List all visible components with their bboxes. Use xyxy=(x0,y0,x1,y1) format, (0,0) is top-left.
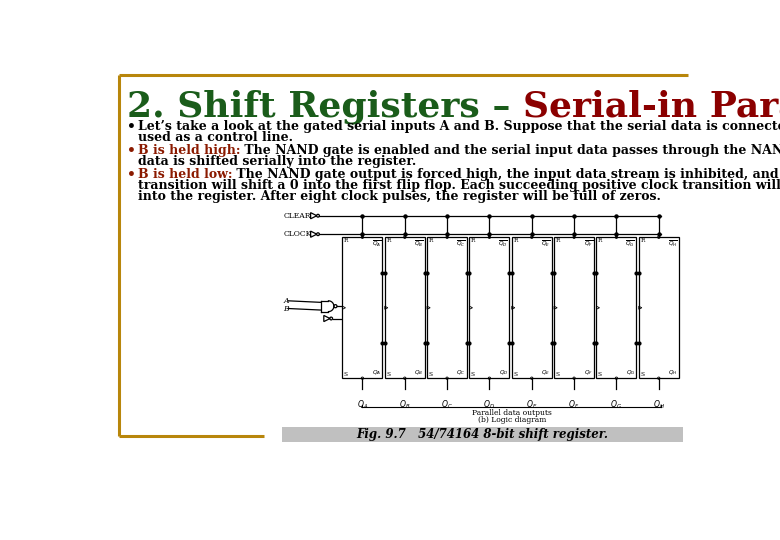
Text: B: B xyxy=(283,305,289,313)
Text: $Q_{C}$: $Q_{C}$ xyxy=(441,398,453,411)
Text: S: S xyxy=(344,372,348,377)
Text: •: • xyxy=(127,144,136,158)
Text: R: R xyxy=(555,239,560,244)
Text: R: R xyxy=(598,239,602,244)
Text: $Q_{D}$: $Q_{D}$ xyxy=(484,398,495,411)
Text: R: R xyxy=(344,239,349,244)
Text: B is held high:: B is held high: xyxy=(138,144,240,157)
Bar xyxy=(342,237,382,378)
Text: $Q_{G}$: $Q_{G}$ xyxy=(626,368,635,377)
Bar xyxy=(427,237,467,378)
Text: (b) Logic diagram: (b) Logic diagram xyxy=(477,416,546,424)
Text: •: • xyxy=(127,120,136,134)
Text: $Q_{B}$: $Q_{B}$ xyxy=(399,398,410,411)
Text: S: S xyxy=(471,372,475,377)
Text: A: A xyxy=(283,297,289,305)
Text: CLEAR: CLEAR xyxy=(283,212,311,220)
Text: $Q_{H}$: $Q_{H}$ xyxy=(668,368,678,377)
Text: 2. Shift Registers –: 2. Shift Registers – xyxy=(127,90,523,124)
Text: $Q_{G}$: $Q_{G}$ xyxy=(611,398,622,411)
Text: $\overline{Q_{C}}$: $\overline{Q_{C}}$ xyxy=(456,239,466,248)
Bar xyxy=(554,237,594,378)
Text: Serial-in Parallel-out: Serial-in Parallel-out xyxy=(523,90,780,124)
Text: $\overline{Q_{A}}$: $\overline{Q_{A}}$ xyxy=(371,239,381,248)
Bar xyxy=(470,237,509,378)
Text: Parallel data outputs: Parallel data outputs xyxy=(472,409,551,417)
Text: $Q_{E}$: $Q_{E}$ xyxy=(541,368,551,377)
Text: $Q_{A}$: $Q_{A}$ xyxy=(372,368,381,377)
Text: $Q_{A}$: $Q_{A}$ xyxy=(356,398,368,411)
Text: S: S xyxy=(429,372,433,377)
Text: into the register. After eight clock pulses, the register will be full of zeros.: into the register. After eight clock pul… xyxy=(138,190,661,202)
Text: B is held low:: B is held low: xyxy=(138,168,232,181)
Text: Fig. 9.7   54/74164 8-bit shift register.: Fig. 9.7 54/74164 8-bit shift register. xyxy=(356,428,608,441)
Text: $\overline{Q_{G}}$: $\overline{Q_{G}}$ xyxy=(626,239,635,248)
Text: S: S xyxy=(386,372,390,377)
Text: $Q_{D}$: $Q_{D}$ xyxy=(498,368,509,377)
Text: data is shifted serially into the register.: data is shifted serially into the regist… xyxy=(138,155,416,168)
Bar xyxy=(385,237,425,378)
Text: $\overline{Q_{F}}$: $\overline{Q_{F}}$ xyxy=(583,239,593,248)
Text: CLOCK: CLOCK xyxy=(283,230,312,238)
Text: $Q_{H}$: $Q_{H}$ xyxy=(653,398,665,411)
Text: $\overline{Q_{B}}$: $\overline{Q_{B}}$ xyxy=(414,239,424,248)
Bar xyxy=(512,237,551,378)
Text: $\overline{Q_{H}}$: $\overline{Q_{H}}$ xyxy=(668,239,678,248)
Bar xyxy=(282,427,682,442)
Text: $Q_{C}$: $Q_{C}$ xyxy=(456,368,466,377)
Text: S: S xyxy=(598,372,602,377)
Text: The NAND gate output is forced high, the input data stream is inhibited, and the: The NAND gate output is forced high, the… xyxy=(232,168,780,181)
Text: S: S xyxy=(640,372,644,377)
Text: $\overline{Q_{D}}$: $\overline{Q_{D}}$ xyxy=(498,239,509,248)
Bar xyxy=(639,237,679,378)
Text: $Q_{F}$: $Q_{F}$ xyxy=(584,368,593,377)
Text: R: R xyxy=(471,239,475,244)
Text: $Q_{F}$: $Q_{F}$ xyxy=(569,398,580,411)
Text: R: R xyxy=(640,239,644,244)
Text: Let’s take a look at the gated serial inputs A and B. Suppose that the serial da: Let’s take a look at the gated serial in… xyxy=(138,120,780,133)
Text: $Q_{E}$: $Q_{E}$ xyxy=(526,398,537,411)
Text: R: R xyxy=(429,239,433,244)
Text: used as a control line.: used as a control line. xyxy=(138,131,292,144)
Text: transition will shift a 0 into the first flip flop. Each succeeding positive clo: transition will shift a 0 into the first… xyxy=(138,179,780,192)
Text: •: • xyxy=(127,168,136,182)
Bar xyxy=(597,237,636,378)
Text: S: S xyxy=(513,372,517,377)
Text: The NAND gate is enabled and the serial input data passes through the NAND gate : The NAND gate is enabled and the serial … xyxy=(240,144,780,157)
Text: R: R xyxy=(386,239,391,244)
Text: $Q_{B}$: $Q_{B}$ xyxy=(414,368,424,377)
Text: S: S xyxy=(555,372,559,377)
Text: R: R xyxy=(513,239,518,244)
Text: $\overline{Q_{E}}$: $\overline{Q_{E}}$ xyxy=(541,239,551,248)
